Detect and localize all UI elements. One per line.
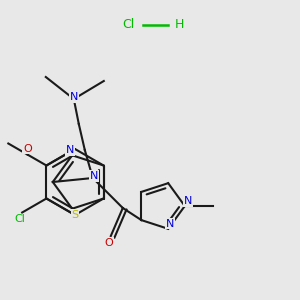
Text: S: S [72, 210, 79, 220]
Text: N: N [90, 171, 98, 181]
Text: N: N [166, 219, 174, 229]
Text: Cl: Cl [15, 214, 26, 224]
Text: Cl: Cl [122, 19, 134, 32]
Text: N: N [70, 92, 78, 102]
Text: H: H [174, 19, 184, 32]
Text: N: N [184, 196, 192, 206]
Text: O: O [104, 238, 113, 248]
Text: O: O [23, 143, 32, 154]
Text: N: N [66, 145, 74, 155]
